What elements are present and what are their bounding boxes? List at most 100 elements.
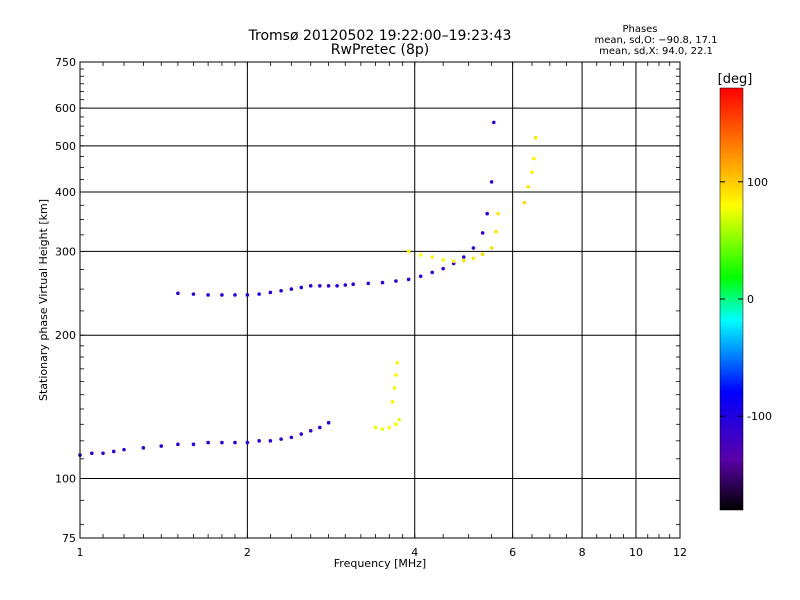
data-point	[89, 451, 94, 456]
data-point	[335, 284, 339, 288]
y-tick-label: 75	[62, 532, 76, 545]
data-point	[176, 442, 180, 447]
data-point	[441, 258, 445, 262]
data-point	[461, 255, 466, 259]
data-point	[480, 231, 485, 235]
data-point	[206, 440, 210, 445]
data-point	[392, 386, 397, 390]
data-point	[141, 446, 146, 450]
data-point	[533, 135, 538, 140]
data-point	[299, 432, 304, 436]
data-point	[268, 290, 273, 295]
data-point	[380, 427, 385, 431]
data-point	[308, 284, 313, 288]
data-point	[430, 270, 434, 275]
x-tick-label: 10	[629, 546, 643, 559]
data-point	[122, 447, 126, 452]
data-point	[532, 156, 536, 161]
data-point	[406, 249, 411, 254]
data-point	[318, 284, 322, 288]
data-point	[289, 287, 294, 291]
data-point	[191, 442, 196, 447]
data-point	[395, 361, 400, 365]
chart-title: Tromsø 20120502 19:22:00–19:23:43	[248, 28, 512, 44]
data-point	[530, 170, 534, 175]
colorbar-ticks: 100 0 -100	[720, 176, 772, 423]
data-point	[268, 439, 273, 443]
data-point	[418, 253, 423, 257]
data-point	[289, 435, 294, 440]
data-point	[279, 437, 283, 441]
data-point	[257, 439, 261, 443]
y-tick-label: 200	[55, 329, 76, 342]
y-tick-label: 500	[55, 140, 76, 153]
data-point	[494, 229, 498, 234]
data-points	[78, 120, 538, 457]
data-point	[101, 451, 105, 456]
x-tick-label: 1	[77, 546, 84, 559]
data-point	[406, 277, 411, 282]
data-point	[394, 279, 398, 283]
data-point	[394, 422, 398, 427]
data-point	[418, 274, 423, 279]
data-point	[326, 420, 331, 425]
data-point	[480, 252, 485, 256]
data-point	[111, 449, 116, 454]
data-point	[489, 180, 494, 184]
data-point	[489, 246, 494, 250]
data-point	[206, 293, 210, 297]
data-point	[176, 291, 180, 296]
y-tick-label: 300	[55, 245, 76, 258]
data-point	[245, 293, 250, 297]
x-tick-label: 8	[579, 546, 586, 559]
data-point	[522, 200, 527, 205]
data-point	[390, 399, 395, 404]
data-point	[220, 440, 224, 445]
data-point	[394, 373, 398, 377]
plot-grid	[80, 62, 680, 538]
phases-o-stats: mean, sd,O: −90.8, 17.1	[595, 35, 718, 46]
data-point	[430, 255, 434, 259]
data-point	[461, 258, 466, 263]
data-point	[351, 282, 355, 287]
x-axis-label: Frequency [MHz]	[334, 557, 426, 570]
x-tick-label: 2	[244, 546, 251, 559]
data-point	[496, 211, 500, 216]
data-point	[366, 281, 371, 286]
chart-subtitle: RwPretec (8p)	[331, 42, 429, 58]
data-point	[245, 440, 250, 445]
plot-frame	[79, 61, 681, 539]
data-point	[159, 444, 164, 448]
x-tick-label: 12	[673, 546, 687, 559]
data-point	[441, 266, 445, 271]
x-tick-label: 4	[411, 546, 418, 559]
phases-heading: Phases	[622, 24, 657, 35]
data-point	[471, 246, 476, 250]
y-tick-label: 750	[55, 56, 76, 69]
data-point	[526, 185, 531, 189]
data-point	[220, 293, 224, 297]
x-tick-label: 6	[509, 546, 516, 559]
y-axis-label: Stationary phase Virtual Height [km]	[37, 199, 50, 401]
data-point	[387, 425, 392, 430]
data-point	[191, 292, 196, 296]
data-point	[257, 292, 261, 296]
colorbar-label: [deg]	[718, 72, 753, 87]
data-point	[279, 288, 283, 293]
data-point	[299, 285, 304, 290]
data-point	[485, 211, 489, 216]
colorbar-tick-label: 100	[747, 176, 768, 189]
y-tick-label: 600	[55, 102, 76, 115]
y-tick-label: 400	[55, 186, 76, 199]
data-point	[373, 425, 378, 430]
colorbar-tick-label: 0	[747, 293, 754, 306]
data-point	[308, 428, 313, 433]
data-point	[380, 280, 385, 285]
data-point	[451, 259, 456, 264]
data-point	[233, 440, 237, 445]
data-point	[471, 256, 476, 261]
data-point	[233, 293, 237, 297]
data-point	[343, 283, 348, 287]
